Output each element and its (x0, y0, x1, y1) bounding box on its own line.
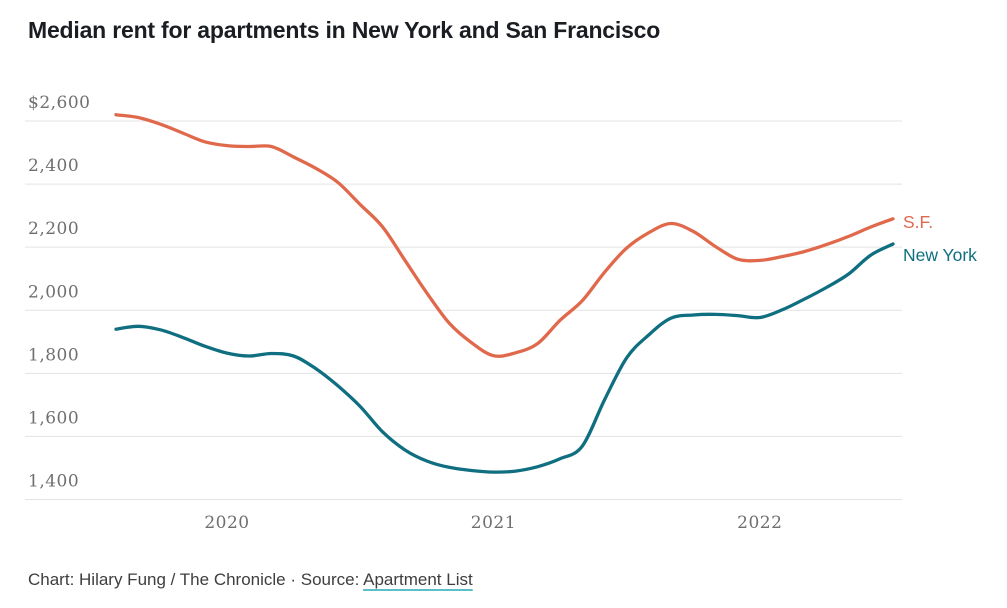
new-york-series-label: New York (903, 245, 977, 265)
y-axis-tick-label: 1,400 (28, 472, 79, 492)
y-axis-tick-label: 2,400 (28, 156, 79, 176)
x-axis-tick-label: 2020 (204, 513, 249, 533)
y-axis-tick-label: 1,600 (28, 408, 79, 428)
chart-footer: Chart: Hilary Fung / The Chronicle · Sou… (28, 570, 473, 590)
footer-credit: Chart: Hilary Fung / The Chronicle · Sou… (28, 570, 364, 589)
sf-series-label: S.F. (903, 212, 933, 232)
y-axis-tick-label: 1,800 (28, 345, 79, 365)
x-axis-tick-label: 2022 (737, 513, 782, 533)
y-axis-tick-label: 2,200 (28, 219, 79, 239)
source-link[interactable]: Apartment List (363, 570, 473, 589)
y-axis-tick-label: $2,600 (28, 93, 90, 113)
sf-rent-line (114, 113, 895, 358)
new-york-rent-line (114, 242, 895, 474)
y-axis-tick-label: 2,000 (28, 282, 79, 302)
x-axis-tick-label: 2021 (471, 513, 516, 533)
chart-title: Median rent for apartments in New York a… (28, 17, 661, 43)
